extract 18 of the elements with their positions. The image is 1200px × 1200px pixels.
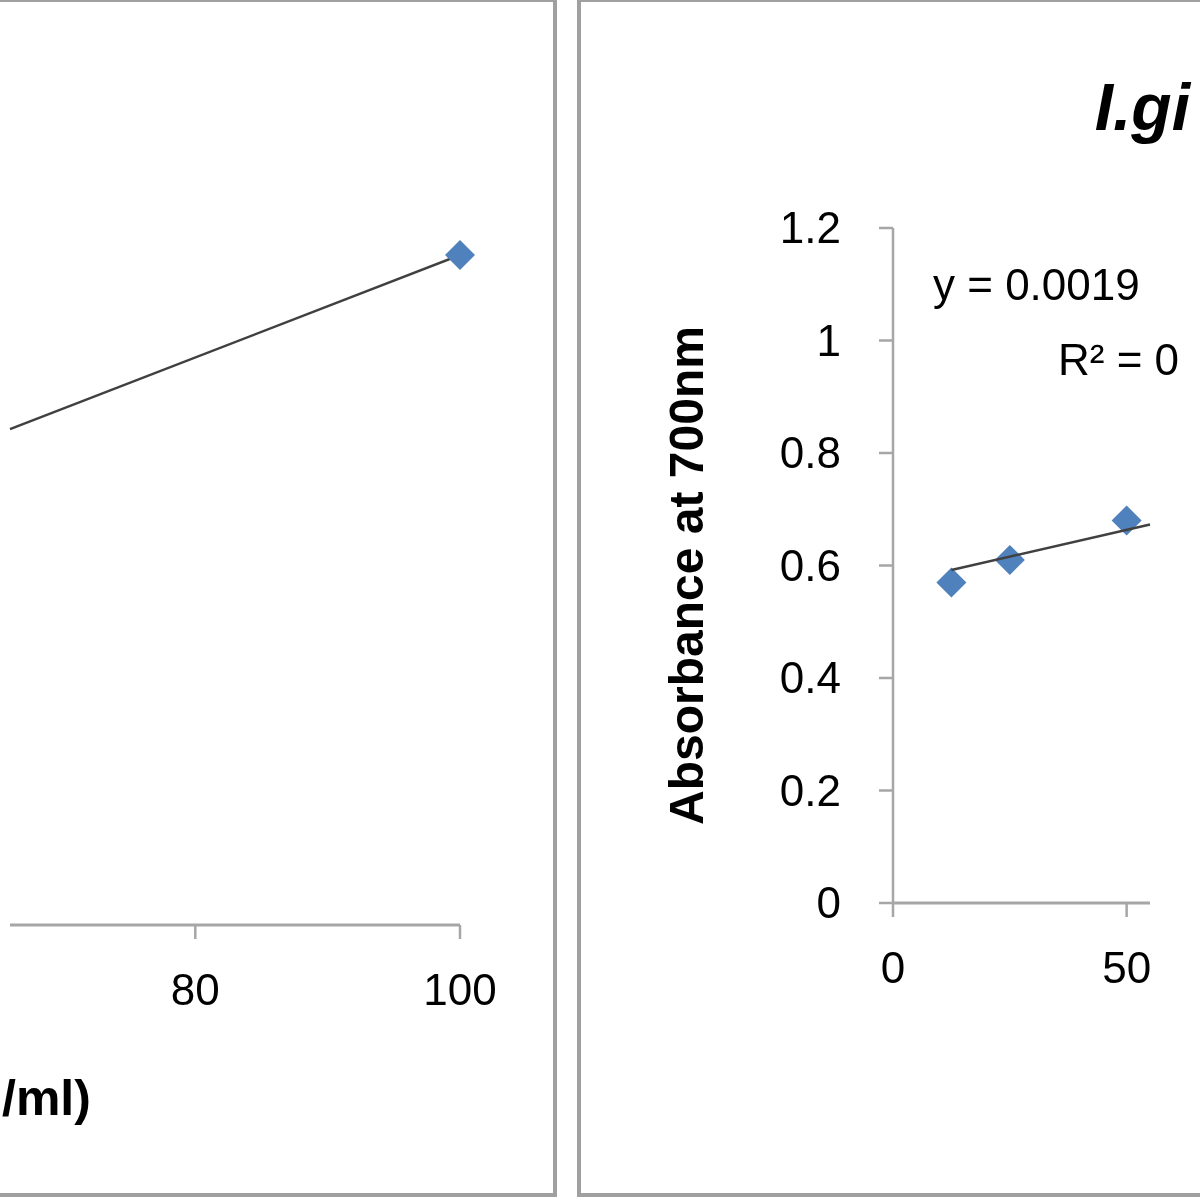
point <box>1111 505 1142 536</box>
point <box>936 567 967 598</box>
x-tick-label: 0 <box>880 943 906 992</box>
x-tick-label: 50 <box>1102 943 1152 992</box>
y-tick-label: 0.2 <box>779 765 841 815</box>
x-tick-label: 80 <box>170 965 220 1014</box>
x-axis-title: /ml) <box>2 1070 91 1126</box>
chart-title: I.gi <box>1094 70 1192 144</box>
y-tick-label: 0.4 <box>779 653 841 703</box>
y-axis-title: Absorbance at 700nm <box>660 326 713 825</box>
x-tick-label: 100 <box>423 965 497 1014</box>
y-tick-label: 1.2 <box>779 203 841 253</box>
annotation: y = 0.0019 <box>933 260 1140 309</box>
y-tick-label: 0.8 <box>779 428 841 478</box>
annotation: R² = 0 <box>1058 335 1180 384</box>
y-tick-label: 1 <box>816 315 841 365</box>
y-tick-label: 0 <box>816 878 841 928</box>
y-tick-label: 0.6 <box>779 540 841 590</box>
